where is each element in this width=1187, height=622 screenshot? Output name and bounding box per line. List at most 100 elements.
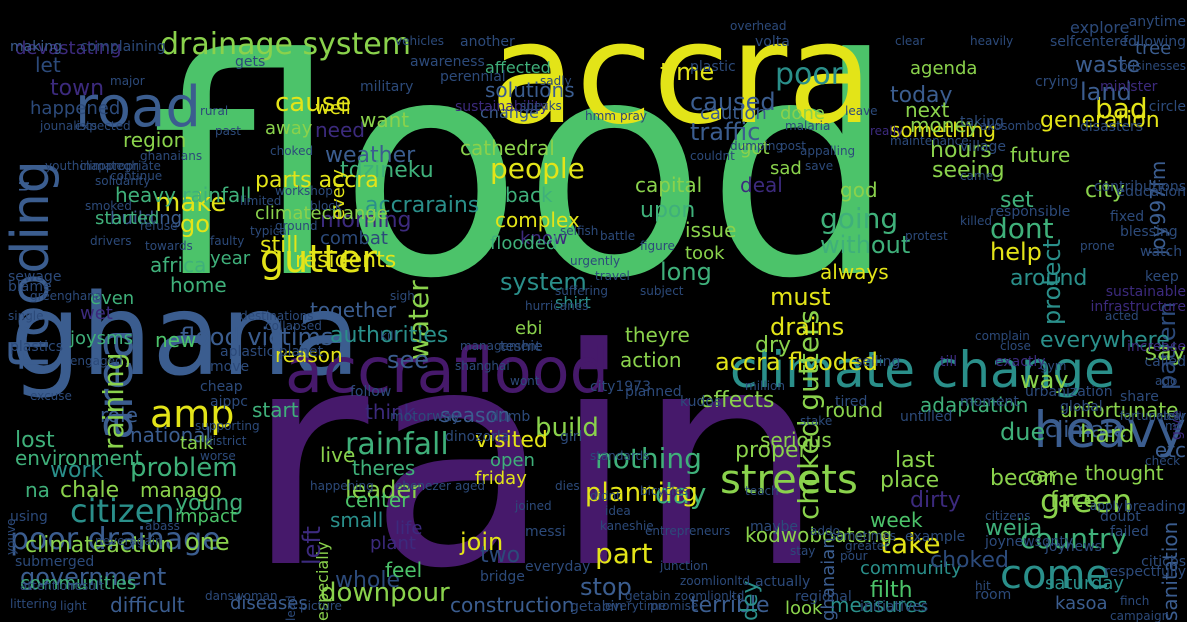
- word-overhead: overhead: [730, 19, 787, 33]
- word-year: year: [210, 248, 251, 269]
- word-center: center: [345, 488, 410, 512]
- word-theyre: theyre: [625, 323, 690, 347]
- word-complain: complain: [975, 329, 1030, 343]
- word-post: post: [780, 139, 806, 153]
- word-today: today: [890, 83, 953, 108]
- word-cheap: cheap: [200, 379, 243, 395]
- word-caution: caution: [700, 103, 767, 124]
- word-kodwoboateng: kodwoboateng: [745, 523, 893, 547]
- word-businesses: businesses: [1120, 59, 1186, 73]
- word-continue: continue: [110, 169, 163, 183]
- word-system: system: [500, 268, 587, 296]
- word-doubt: doubt: [1100, 509, 1141, 525]
- word-unfortunate: unfortunate: [1060, 398, 1179, 422]
- word-reason: reason: [275, 343, 343, 367]
- word-youthclimategh: youthclimategh: [45, 159, 139, 173]
- word-sometimes: sometimes: [830, 529, 897, 543]
- word-measures: measures: [830, 593, 928, 617]
- word-youve: youve: [4, 518, 18, 555]
- word-prone: prone: [1080, 239, 1115, 253]
- word-national: national: [130, 423, 212, 447]
- word-must: must: [770, 283, 831, 311]
- word-wont: wont: [510, 374, 540, 388]
- word-save: save: [805, 159, 834, 173]
- word-problem: problem: [130, 453, 238, 483]
- word-start: start: [252, 398, 299, 422]
- word-role: role: [100, 403, 138, 427]
- word-traffic: traffic: [690, 118, 761, 146]
- word-close: close: [1000, 339, 1031, 353]
- word-kasoa: kasoa: [1055, 593, 1108, 614]
- word-akosombo: akosombo: [980, 119, 1042, 133]
- word-morning: morning: [320, 208, 412, 233]
- word-joined: joined: [515, 499, 552, 513]
- word-feel: feel: [385, 558, 423, 582]
- word-dirty: dirty: [910, 488, 961, 513]
- word-open: open: [490, 450, 535, 471]
- word-blame: blame: [8, 279, 52, 295]
- word-faulty: faulty: [210, 234, 245, 248]
- word-two: two: [480, 543, 521, 568]
- word-road: road: [75, 75, 201, 140]
- word-kill: kill: [380, 329, 397, 343]
- word-waste: waste: [1075, 53, 1141, 78]
- word-see: see: [387, 346, 430, 374]
- word-dies: dies: [555, 479, 580, 493]
- word-follow: follow: [350, 384, 392, 400]
- word-volta: volta: [755, 34, 790, 50]
- word-joynews: joynews: [1045, 539, 1102, 555]
- word-junction: junction: [660, 559, 709, 573]
- word-hard: hard: [1080, 420, 1135, 448]
- word-dinozorla: dinozorla: [445, 429, 510, 445]
- word-minister: minister: [1100, 79, 1158, 95]
- word-following: following: [1123, 34, 1186, 50]
- word-contributions: contributions: [1093, 179, 1186, 195]
- word-serious: serious: [760, 428, 832, 452]
- word-appalling: appalling: [800, 144, 856, 158]
- word-flood-victims: flood victims: [180, 323, 334, 351]
- word-land: land: [1080, 78, 1132, 106]
- word-construction: construction: [450, 593, 575, 617]
- word-home: home: [170, 273, 227, 297]
- word-talk: talk: [180, 433, 214, 454]
- word-climatechange: climatechange: [255, 203, 388, 224]
- word-urgently: urgently: [570, 254, 621, 268]
- word-towards: towards: [145, 239, 193, 253]
- word-called: called: [1144, 354, 1186, 370]
- word-new: new: [155, 328, 197, 352]
- word-want: want: [360, 108, 410, 132]
- word-affected: affected: [485, 58, 551, 77]
- word-manago: manago: [140, 478, 222, 502]
- word-action: action: [620, 348, 682, 372]
- word-aged: aged: [455, 479, 485, 493]
- word-aplastic-planet: aplastic planet: [220, 344, 324, 360]
- word-still: still: [260, 233, 299, 258]
- word-way: way: [1020, 366, 1069, 394]
- word-figure: figure: [640, 239, 675, 253]
- word-keep: keep: [1145, 269, 1179, 285]
- word-result: result: [70, 579, 104, 593]
- word-green: green: [1040, 482, 1133, 520]
- word-suffering: suffering: [555, 284, 608, 298]
- word-leave: leave: [845, 104, 878, 118]
- word-set: set: [1000, 188, 1034, 213]
- word-ebenezer: ebenezer: [395, 479, 451, 493]
- word-aippc: aippc: [210, 394, 248, 410]
- word-climate-change: climate change: [730, 341, 1115, 399]
- word-share: share: [1120, 389, 1159, 405]
- word-making: making: [10, 39, 62, 55]
- word-teach: teach: [745, 484, 779, 498]
- word-thought: thought: [1085, 461, 1164, 485]
- word-major: major: [110, 74, 145, 88]
- word-build: build: [535, 413, 599, 443]
- word-weija: weija: [985, 516, 1043, 541]
- word-done: done: [780, 103, 825, 124]
- word-ghanaians: ghanaians: [140, 149, 203, 163]
- word-travel: travel: [595, 269, 630, 283]
- word-theres: theres: [352, 456, 416, 480]
- word-even: even: [90, 288, 135, 309]
- word-getabin: getabin: [570, 599, 624, 615]
- word-day: day: [655, 477, 707, 510]
- word-solutions: solutions: [485, 78, 575, 102]
